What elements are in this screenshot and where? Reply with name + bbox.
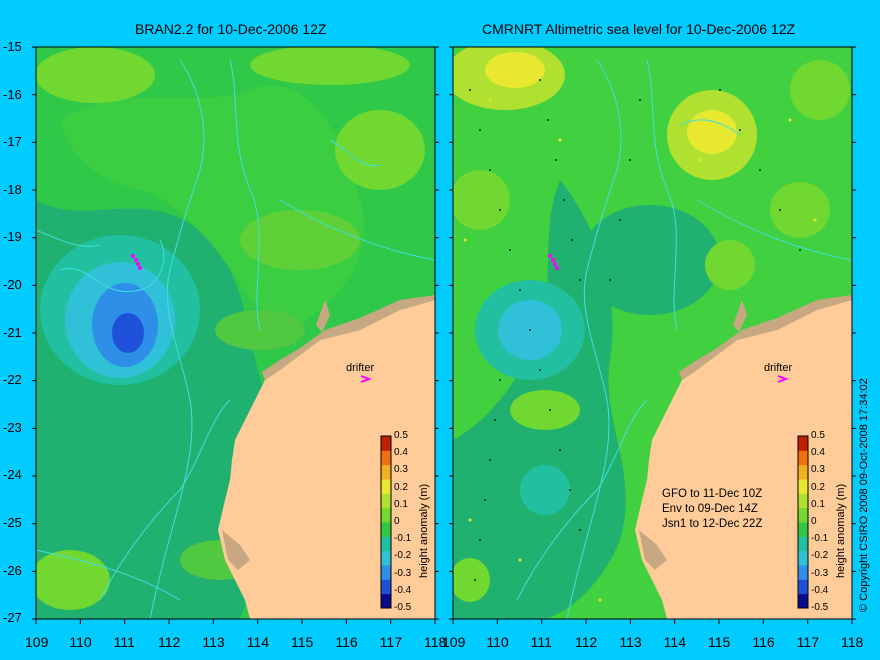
colorbar-tick-label: 0.4 <box>811 447 825 459</box>
lon-tick-label: 109 <box>442 634 466 650</box>
colorbar-swatch <box>798 436 808 451</box>
drifter-track-right <box>548 254 559 270</box>
lat-tick-label: -16 <box>3 86 22 102</box>
lon-tick-label: 116 <box>752 634 775 650</box>
lon-tick-label: 116 <box>335 634 358 650</box>
lon-tick-label: 115 <box>708 634 731 650</box>
colorbar-tick-label: -0.3 <box>394 567 412 579</box>
colorbar-swatch <box>798 450 808 466</box>
lon-tick-label: 118 <box>424 634 447 650</box>
colorbar-swatch <box>381 493 391 509</box>
colorbar-swatch <box>798 522 808 537</box>
colorbar-swatch <box>798 507 808 523</box>
drifter-label-right: drifter <box>764 362 793 374</box>
drifter-label-left: drifter <box>346 362 375 374</box>
colorbar-swatch <box>798 565 808 580</box>
lon-tick-label: 117 <box>379 634 402 650</box>
colorbar-tick-label: 0.3 <box>811 464 825 476</box>
colorbar-swatch <box>381 450 391 466</box>
lon-tick-label: 114 <box>663 634 686 650</box>
lat-tick-label: -25 <box>3 515 22 530</box>
colorbar-swatch <box>381 593 391 609</box>
lon-tick-label: 115 <box>291 634 314 650</box>
lat-tick-label: -17 <box>3 134 22 150</box>
colorbar-swatch <box>381 507 391 523</box>
right-panel-title: CMRNRT Altimetric sea level for 10-Dec-2… <box>482 21 796 37</box>
colorbar-tick-label: -0.3 <box>811 567 829 579</box>
lat-tick-label: -27 <box>3 610 22 626</box>
sat-gfo: GFO to 11-Dec 10Z <box>662 488 763 500</box>
colorbar-tick-label: -0.4 <box>811 584 829 596</box>
colorbar-right <box>797 435 809 609</box>
colorbar-tick-label: -0.5 <box>811 602 829 613</box>
lat-tick-label: -18 <box>3 181 22 197</box>
lon-tick-label: 109 <box>25 634 49 650</box>
colorbar-swatch <box>798 536 808 552</box>
lon-tick-label: 114 <box>246 634 269 650</box>
lat-tick-label: -23 <box>3 419 22 435</box>
colorbar-swatch <box>381 436 391 451</box>
colorbar-swatch <box>381 565 391 580</box>
lat-tick-label: -21 <box>3 324 22 340</box>
colorbar-tick-label: -0.5 <box>394 602 412 613</box>
copyright: © Copyright CSIRO 2008 09-Oct-2008 17:34… <box>858 378 870 612</box>
colorbar-label-left: height anomaly (m) <box>418 483 430 578</box>
lat-tick-label: -24 <box>3 467 22 483</box>
lon-tick-label: 112 <box>575 634 598 650</box>
lat-tick-label: -20 <box>3 277 22 292</box>
colorbar-swatch <box>798 464 808 480</box>
lon-tick-label: 113 <box>619 634 642 650</box>
colorbar-tick-label: 0.3 <box>394 464 408 476</box>
lon-tick-label: 113 <box>202 634 225 650</box>
colorbar-swatch <box>798 493 808 509</box>
colorbar-swatch <box>381 479 391 494</box>
drifter-track <box>131 254 142 270</box>
sat-jsn1: Jsn1 to 12-Dec 22Z <box>662 518 763 530</box>
lon-tick-label: 118 <box>841 634 864 650</box>
colorbar-label-right: height anomaly (m) <box>835 483 847 578</box>
lat-tick-label: -22 <box>3 372 22 388</box>
colorbar-tick-label: 0.4 <box>394 447 408 459</box>
right-map <box>453 47 852 619</box>
lat-tick-label: -26 <box>3 562 22 578</box>
lon-tick-label: 110 <box>486 634 509 650</box>
left-map <box>36 47 435 619</box>
lon-tick-label: 112 <box>158 634 181 650</box>
colorbar-tick-label: 0.2 <box>811 481 825 493</box>
drifter-arrow <box>360 375 372 383</box>
lon-tick-label: 111 <box>113 634 135 650</box>
colorbar-swatch <box>798 579 808 595</box>
colorbar-swatch <box>381 550 391 566</box>
colorbar-swatch <box>381 536 391 552</box>
sat-env: Env to 09-Dec 14Z <box>662 503 758 515</box>
colorbar-swatch <box>798 550 808 566</box>
colorbar-tick-label: -0.2 <box>394 550 412 562</box>
satellite-info: GFO to 11-Dec 10Z Env to 09-Dec 14Z Jsn1… <box>662 487 762 532</box>
colorbar-swatch <box>381 464 391 480</box>
colorbar-swatch <box>798 593 808 609</box>
lat-tick-label: -19 <box>3 229 22 245</box>
colorbar-tick-label: -0.2 <box>811 550 829 562</box>
drifter-arrow-right <box>777 375 789 383</box>
colorbar-tick-label: 0.5 <box>394 430 408 441</box>
colorbar-tick-label: -0.1 <box>811 533 829 545</box>
colorbar-swatch <box>381 522 391 537</box>
lon-tick-label: 117 <box>796 634 819 650</box>
colorbar-swatch <box>798 479 808 494</box>
colorbar-tick-label: 0 <box>394 516 400 527</box>
colorbar-swatch <box>381 579 391 595</box>
colorbar-tick-label: -0.4 <box>394 584 412 596</box>
colorbar-tick-label: 0.5 <box>811 430 825 441</box>
colorbar-tick-label: 0.1 <box>811 498 825 510</box>
lon-tick-label: 110 <box>69 634 92 650</box>
left-panel-title: BRAN2.2 for 10-Dec-2006 12Z <box>135 21 327 37</box>
colorbar-tick-label: 0 <box>811 516 817 527</box>
colorbar-tick-label: 0.1 <box>394 498 408 510</box>
colorbar-tick-label: -0.1 <box>394 533 412 545</box>
colorbar-tick-label: 0.2 <box>394 481 408 493</box>
lat-tick-label: -15 <box>3 39 22 54</box>
colorbar-left <box>380 435 392 609</box>
lon-tick-label: 111 <box>530 634 552 650</box>
